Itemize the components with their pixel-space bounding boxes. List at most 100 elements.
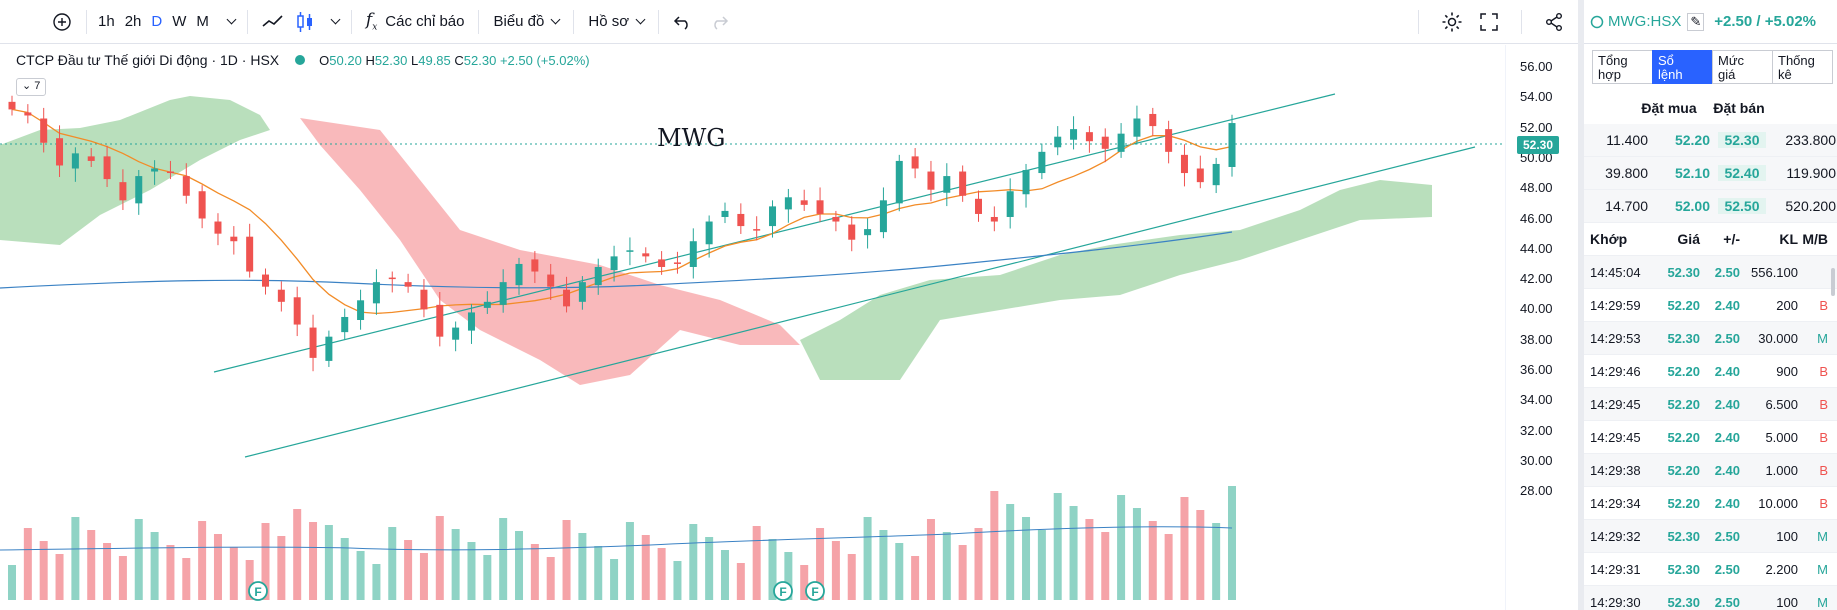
- interval-m[interactable]: M: [196, 13, 209, 30]
- candle-body: [689, 241, 697, 267]
- orderbook-row[interactable]: 14.700 52.00 52.50 520.200: [1584, 190, 1837, 223]
- volume-bar: [990, 491, 999, 600]
- volume-bar: [356, 551, 365, 600]
- volume-bar: [435, 516, 444, 600]
- chart-type-label: Biểu đồ: [493, 13, 545, 30]
- tab-muc-gia[interactable]: Mức giá: [1712, 50, 1773, 84]
- event-marker-label: F: [254, 585, 261, 599]
- volume-bar: [1053, 493, 1062, 600]
- trade-time: 14:29:38: [1590, 462, 1641, 478]
- add-symbol-button[interactable]: [0, 6, 80, 38]
- bid-volume: 14.700: [1605, 198, 1648, 214]
- volume-bar: [657, 548, 666, 600]
- panel-symbol[interactable]: MWG:HSX: [1608, 13, 1682, 30]
- candle-body: [404, 282, 412, 287]
- edit-symbol-icon[interactable]: ✎: [1687, 12, 1705, 31]
- settings-gear-icon[interactable]: [1441, 11, 1463, 33]
- candle-body: [848, 224, 856, 240]
- volume-bar: [150, 532, 159, 600]
- volume-bar: [372, 564, 381, 600]
- candle-body: [1117, 133, 1125, 152]
- interval-2h[interactable]: 2h: [124, 13, 142, 30]
- tab-thong-ke[interactable]: Thống kê: [1772, 50, 1833, 84]
- price-axis[interactable]: 56.00 54.00 52.00 50.00 48.00 46.00 44.00 42.00…: [1505, 45, 1578, 610]
- tab-so-lenh[interactable]: Sổ lệnh: [1652, 50, 1713, 84]
- trade-price: 52.30: [1667, 561, 1700, 577]
- trades-table[interactable]: 14:45:04 52.30 2.50 556.100 14:29:59 52.20 2.4…: [1584, 256, 1837, 610]
- candle-body: [103, 156, 111, 180]
- trade-volume: 2.200: [1765, 561, 1798, 577]
- candle-chart-button[interactable]: [292, 6, 318, 38]
- volume-bar: [1022, 517, 1031, 600]
- trade-side: M: [1817, 594, 1828, 610]
- change-value: +2.50 (+5.02%): [499, 52, 590, 68]
- trade-volume: 5.000: [1765, 429, 1798, 445]
- bid-volume: 39.800: [1605, 165, 1648, 181]
- volume-bar: [974, 528, 983, 600]
- chart-text-annotation[interactable]: MWG: [657, 124, 726, 152]
- orderbook-row[interactable]: 39.800 52.10 52.40 119.900: [1584, 157, 1837, 190]
- tab-label: kê: [1778, 67, 1792, 82]
- trades-scrollbar[interactable]: [1831, 268, 1835, 296]
- trade-change: 2.50: [1714, 561, 1740, 577]
- volume-bar: [1212, 523, 1221, 600]
- price-tick-label: 28.00: [1520, 483, 1553, 499]
- candle-body: [1196, 168, 1204, 183]
- interval-w[interactable]: W: [172, 13, 187, 30]
- volume-moving-average: [0, 526, 1233, 551]
- volume-bar: [103, 543, 112, 600]
- share-icon[interactable]: [1544, 12, 1564, 32]
- quote-refresh-icon: [1590, 15, 1604, 28]
- profile-menu[interactable]: Hồ sơ: [580, 6, 652, 38]
- candle-body: [483, 301, 491, 308]
- volume-bar: [816, 528, 825, 600]
- undo-button[interactable]: [665, 6, 701, 38]
- legend-title: CTCP Đầu tư Thế giới Di động · 1D · HSX: [16, 52, 280, 68]
- interval-1h[interactable]: 1h: [98, 13, 115, 30]
- chart-style-dropdown-button[interactable]: [318, 6, 345, 38]
- volume-bar: [625, 522, 634, 600]
- candle-body: [420, 289, 428, 310]
- volume-bar: [1180, 497, 1189, 600]
- line-chart-icon: [262, 14, 283, 27]
- volume-bar: [736, 563, 745, 600]
- candle-body: [1180, 154, 1188, 174]
- trade-side: B: [1819, 297, 1828, 313]
- toolbar-divider: [1521, 10, 1522, 34]
- trade-side: B: [1819, 495, 1828, 511]
- volume-bar: [39, 541, 48, 600]
- redo-button[interactable]: [701, 6, 737, 38]
- trade-price: 52.20: [1667, 462, 1700, 478]
- orderbook-row[interactable]: 11.400 52.20 52.30 233.800: [1584, 124, 1837, 157]
- indicator-collapse-button[interactable]: ⌄ 7: [16, 78, 47, 96]
- tab-tong-hop[interactable]: Tổng hợp: [1592, 50, 1653, 84]
- volume-bar: [926, 519, 935, 600]
- volume-bar: [467, 542, 476, 600]
- trade-row: 14:29:31 52.30 2.50 2.200 M: [1584, 553, 1837, 586]
- event-marker-icon: [773, 581, 793, 601]
- chart-type-menu[interactable]: Biểu đồ: [485, 6, 567, 38]
- line-chart-button[interactable]: [254, 6, 292, 38]
- volume-bar: [879, 530, 888, 600]
- fullscreen-icon[interactable]: [1479, 12, 1499, 32]
- candle-body: [388, 277, 396, 280]
- candle-body: [626, 250, 634, 252]
- trade-row: 14:29:45 52.20 2.40 6.500 B: [1584, 388, 1837, 421]
- candle-body: [578, 282, 586, 302]
- interval-d[interactable]: D: [151, 13, 163, 30]
- volume-bar: [720, 550, 729, 600]
- volume-bar: [942, 532, 951, 600]
- price-tick-label: 36.00: [1520, 362, 1553, 377]
- toolbar-divider: [478, 9, 480, 34]
- trade-time: 14:29:59: [1590, 297, 1641, 313]
- price-tick-label: 56.00: [1520, 59, 1553, 74]
- candle-body: [800, 200, 808, 205]
- indicators-button[interactable]: fx Các chỉ báo: [358, 6, 473, 38]
- event-marker-label: F: [779, 585, 786, 599]
- trade-row: 14:29:30 52.30 2.50 100 M: [1584, 586, 1837, 610]
- ask-volume: 119.900: [1786, 165, 1836, 181]
- interval-dropdown-button[interactable]: [214, 6, 241, 38]
- close-label: C: [454, 52, 464, 68]
